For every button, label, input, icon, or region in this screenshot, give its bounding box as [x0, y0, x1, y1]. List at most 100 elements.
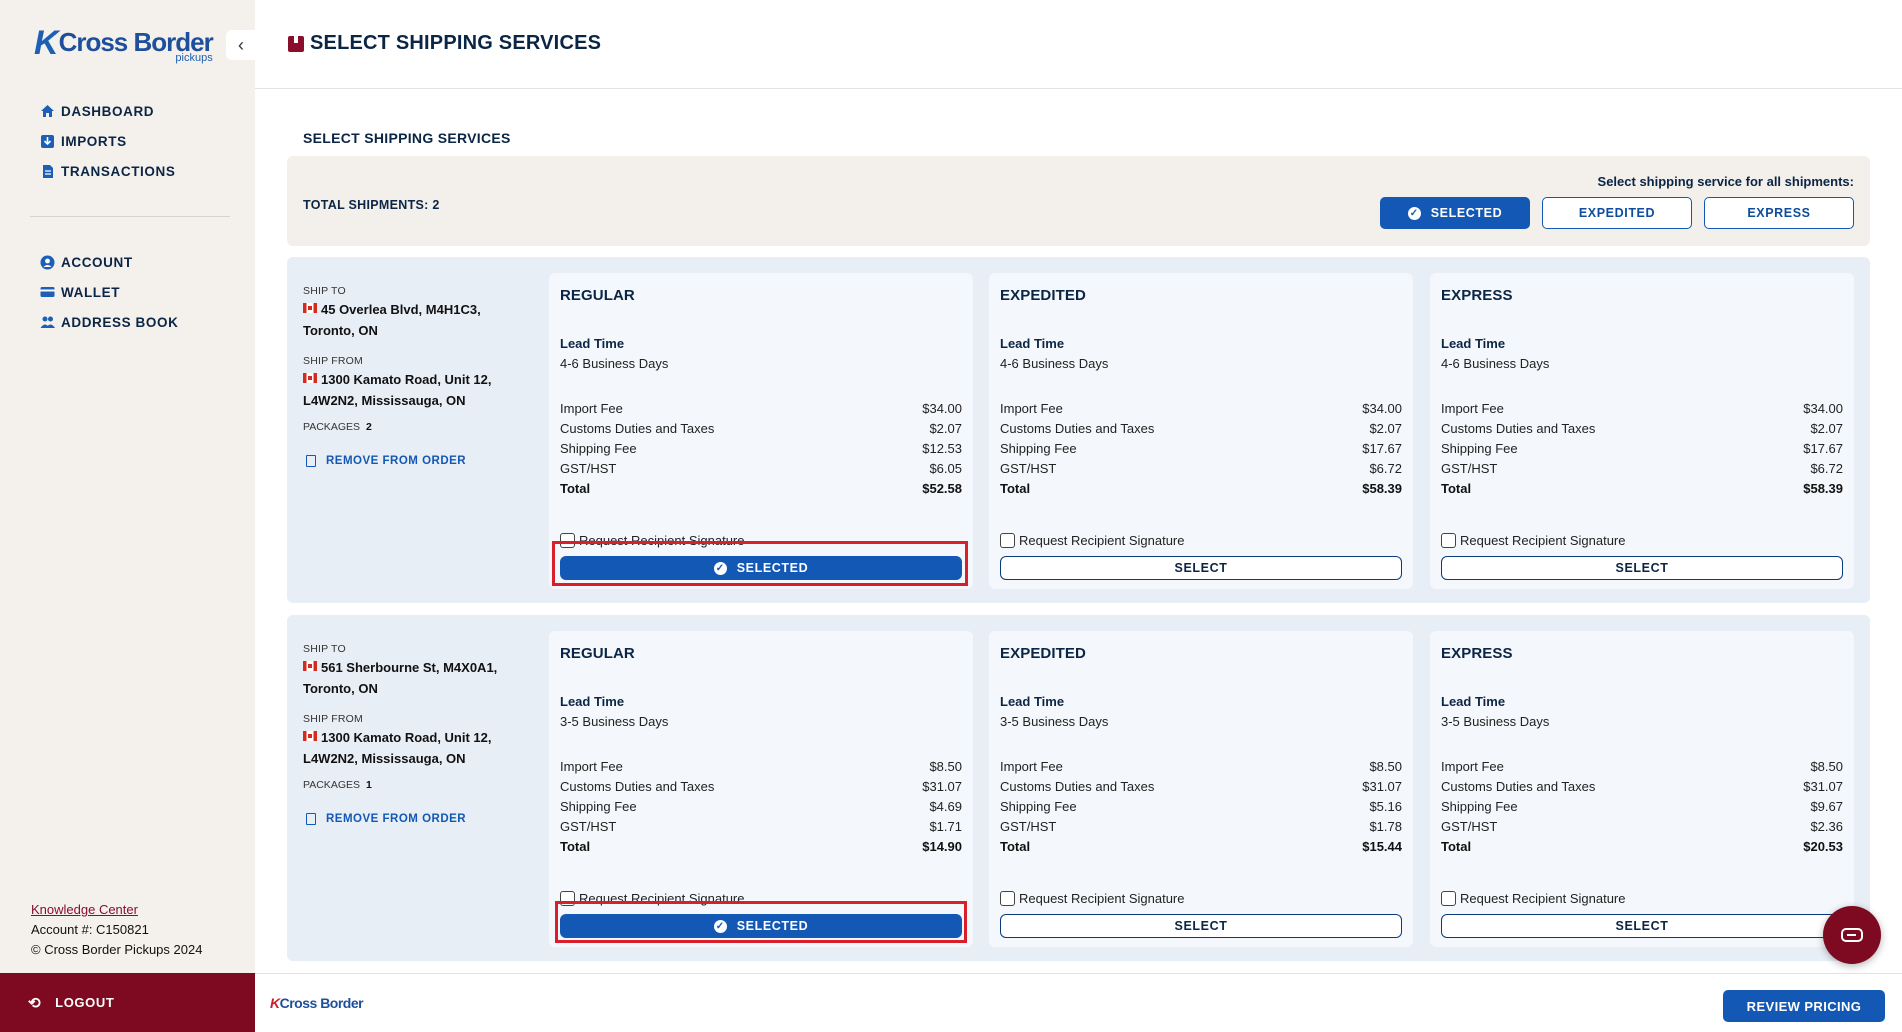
fee-value: $34.00: [1803, 401, 1843, 416]
signature-option[interactable]: Request Recipient Signature: [1000, 891, 1402, 906]
shipment-row: SHIP TO 561 Sherbourne St, M4X0A1, Toron…: [287, 615, 1870, 961]
fee-row-total: Total $52.58: [560, 479, 962, 499]
select-button[interactable]: SELECT: [1441, 914, 1843, 938]
fee-row-shipping: Shipping Fee $17.67: [1441, 439, 1843, 459]
fee-label: Shipping Fee: [1441, 799, 1518, 814]
signature-option[interactable]: Request Recipient Signature: [1000, 533, 1402, 548]
imports-icon: [40, 134, 55, 149]
nav-label: ADDRESS BOOK: [61, 314, 179, 330]
chat-button[interactable]: [1823, 906, 1881, 964]
signature-option[interactable]: Request Recipient Signature: [1441, 533, 1843, 548]
service-card-regular[interactable]: REGULAR Lead Time 4-6 Business Days Impo…: [549, 273, 973, 589]
service-card-express[interactable]: EXPRESS Lead Time 4-6 Business Days Impo…: [1430, 273, 1854, 589]
fee-value: $6.72: [1369, 461, 1402, 476]
nav-item-dashboard[interactable]: DASHBOARD: [40, 96, 175, 126]
fee-label: GST/HST: [1000, 461, 1057, 476]
signature-option[interactable]: Request Recipient Signature: [1441, 891, 1843, 906]
fee-value: $58.39: [1362, 481, 1402, 496]
fee-value: $20.53: [1803, 839, 1843, 854]
fee-row-gst: GST/HST $6.72: [1000, 459, 1402, 479]
signature-checkbox[interactable]: [1000, 533, 1015, 548]
fee-value: $8.50: [929, 759, 962, 774]
fee-value: $9.67: [1810, 799, 1843, 814]
shipment-info: SHIP TO 561 Sherbourne St, M4X0A1, Toron…: [303, 643, 528, 825]
nav-item-address-book[interactable]: ADDRESS BOOK: [40, 307, 178, 337]
service-card-express[interactable]: EXPRESS Lead Time 3-5 Business Days Impo…: [1430, 631, 1854, 947]
select-button[interactable]: SELECT: [1441, 556, 1843, 580]
fee-label: Total: [1000, 481, 1031, 496]
select-button[interactable]: SELECT: [1000, 556, 1402, 580]
logo-mark-icon: K: [270, 995, 280, 1011]
bulk-expedited-button[interactable]: EXPEDITED: [1542, 197, 1692, 229]
remove-label: REMOVE FROM ORDER: [326, 455, 467, 467]
fee-value: $2.36: [1810, 819, 1843, 834]
bulk-express-button[interactable]: EXPRESS: [1704, 197, 1854, 229]
fee-value: $12.53: [922, 441, 962, 456]
logout-button[interactable]: ⟲ LOGOUT: [0, 973, 255, 1032]
signature-checkbox[interactable]: [1441, 533, 1456, 548]
nav-item-imports[interactable]: IMPORTS: [40, 126, 175, 156]
chat-icon: [1841, 928, 1863, 942]
signature-checkbox[interactable]: [1000, 891, 1015, 906]
fee-label: Total: [1441, 481, 1472, 496]
check-circle-icon: ✓: [1407, 206, 1421, 220]
service-name: REGULAR: [560, 287, 635, 304]
fee-label: Total: [1000, 839, 1031, 854]
signature-checkbox[interactable]: [560, 891, 575, 906]
sidebar-footer: Knowledge Center Account #: C150821 © Cr…: [31, 900, 202, 960]
service-card-expedited[interactable]: EXPEDITED Lead Time 4-6 Business Days Im…: [989, 273, 1413, 589]
fee-label: GST/HST: [1441, 461, 1498, 476]
fee-row-total: Total $15.44: [1000, 837, 1402, 857]
nav-item-transactions[interactable]: TRANSACTIONS: [40, 156, 175, 186]
select-button[interactable]: SELECT: [1000, 914, 1402, 938]
button-label: SELECTED: [736, 561, 809, 575]
nav-label: WALLET: [61, 284, 121, 300]
fee-row-total: Total $20.53: [1441, 837, 1843, 857]
collapse-sidebar-button[interactable]: ‹: [226, 30, 256, 60]
remove-from-order-button[interactable]: REMOVE FROM ORDER: [303, 455, 528, 467]
remove-from-order-button[interactable]: REMOVE FROM ORDER: [303, 813, 528, 825]
fee-value: $1.71: [929, 819, 962, 834]
signature-option[interactable]: Request Recipient Signature: [560, 891, 962, 906]
lead-time-value: 3-5 Business Days: [1441, 714, 1550, 729]
fee-label: GST/HST: [560, 819, 617, 834]
button-label: SELECT: [1615, 919, 1669, 933]
lead-time-value: 3-5 Business Days: [1000, 714, 1109, 729]
signature-label: Request Recipient Signature: [1019, 891, 1185, 906]
service-card-expedited[interactable]: EXPEDITED Lead Time 3-5 Business Days Im…: [989, 631, 1413, 947]
lead-time-value: 4-6 Business Days: [1000, 356, 1109, 371]
account-nav: ACCOUNT WALLET ADDRESS BOOK: [40, 247, 178, 337]
fee-label: GST/HST: [560, 461, 617, 476]
review-pricing-button[interactable]: REVIEW PRICING: [1723, 990, 1885, 1022]
fee-value: $34.00: [1362, 401, 1402, 416]
knowledge-center-link[interactable]: Knowledge Center: [31, 902, 138, 917]
brand-logo[interactable]: K Cross Border pickups: [34, 24, 214, 64]
logo-mark-icon: K: [34, 24, 59, 62]
service-name: EXPEDITED: [1000, 645, 1086, 662]
footer-logo-name: Cross Border: [279, 995, 364, 1011]
signature-checkbox[interactable]: [1441, 891, 1456, 906]
fee-row-shipping: Shipping Fee $12.53: [560, 439, 962, 459]
service-card-regular[interactable]: REGULAR Lead Time 3-5 Business Days Impo…: [549, 631, 973, 947]
user-icon: [40, 255, 55, 270]
footer-logo: KCross Border: [270, 995, 364, 1011]
trash-icon: [306, 455, 316, 467]
selected-button[interactable]: ✓ SELECTED: [560, 556, 962, 580]
fee-row-import: Import Fee $34.00: [1000, 399, 1402, 419]
selected-button[interactable]: ✓ SELECTED: [560, 914, 962, 938]
ship-from-address: 1300 Kamato Road, Unit 12, L4W2N2, Missi…: [303, 727, 528, 769]
fee-value: $15.44: [1362, 839, 1402, 854]
fee-value: $8.50: [1810, 759, 1843, 774]
button-label: SELECTED: [1430, 206, 1503, 220]
service-name: EXPRESS: [1441, 645, 1513, 662]
nav-item-account[interactable]: ACCOUNT: [40, 247, 178, 277]
bulk-regular-button[interactable]: ✓ SELECTED: [1380, 197, 1530, 229]
signature-option[interactable]: Request Recipient Signature: [560, 533, 962, 548]
fee-value: $14.90: [922, 839, 962, 854]
check-circle-icon: ✓: [713, 919, 727, 933]
nav-item-wallet[interactable]: WALLET: [40, 277, 178, 307]
fee-value: $58.39: [1803, 481, 1843, 496]
signature-checkbox[interactable]: [560, 533, 575, 548]
fee-value: $2.07: [929, 421, 962, 436]
fee-value: $52.58: [922, 481, 962, 496]
